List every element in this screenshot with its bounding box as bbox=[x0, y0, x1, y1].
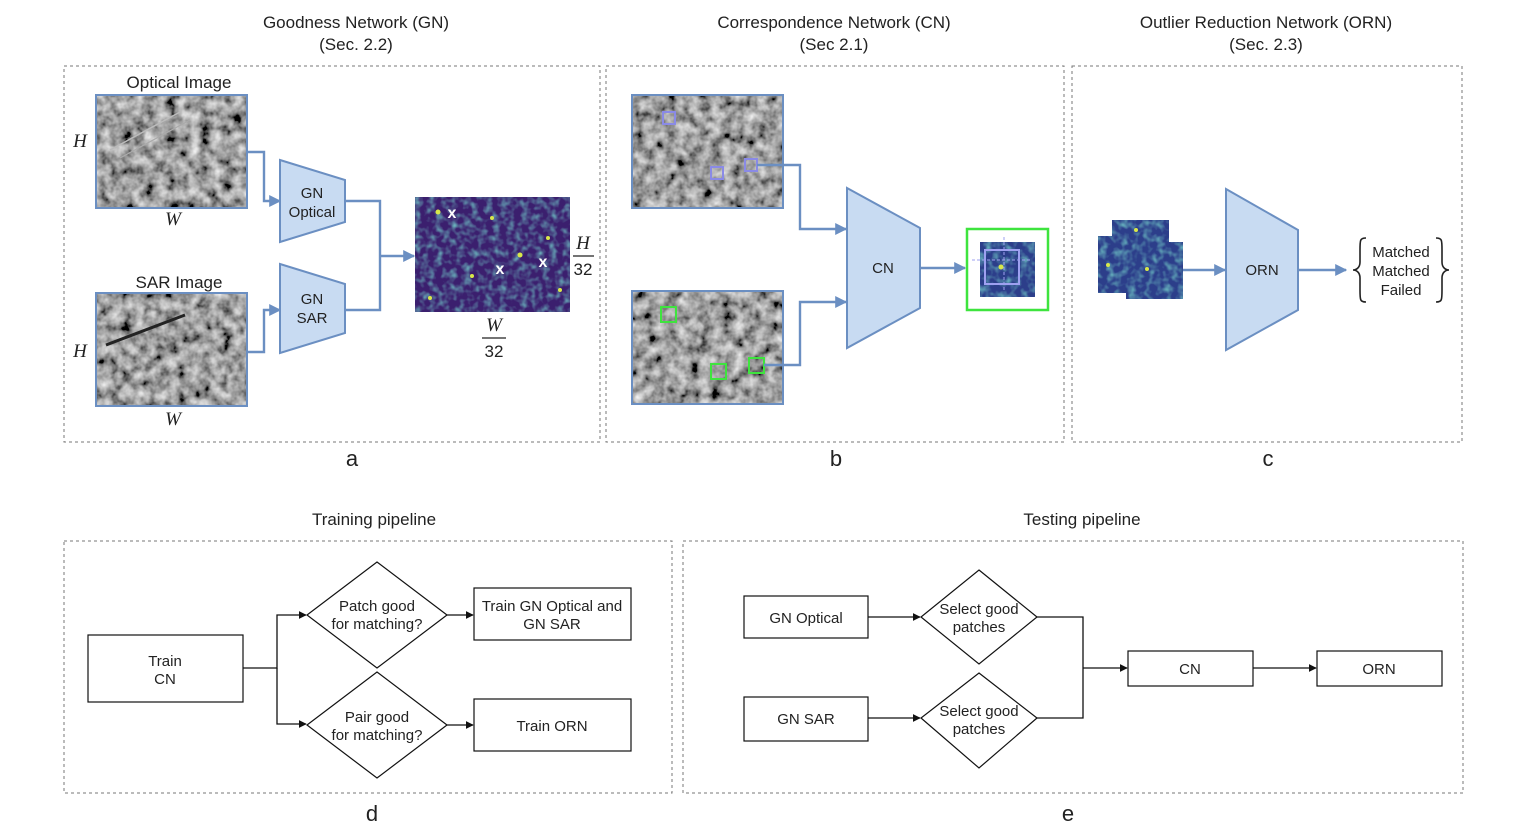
frac-w-numerator: W bbox=[486, 315, 504, 336]
green-patch-2 bbox=[710, 363, 727, 380]
orn-input-stack bbox=[1098, 220, 1183, 299]
output-left-brace bbox=[1352, 237, 1367, 303]
panel-e-caption: e bbox=[1062, 801, 1074, 826]
arrow-optical-to-gn bbox=[247, 150, 282, 207]
optical-image-label: Optical Image bbox=[127, 73, 232, 92]
decision1-line1: Patch good bbox=[339, 598, 415, 615]
train-gn-line1: Train GN Optical and bbox=[482, 598, 622, 615]
cn-label: CN bbox=[872, 260, 894, 277]
panel-d-frame bbox=[63, 540, 673, 794]
gn-optical-line1: GN bbox=[301, 185, 324, 202]
orn-output-1: Matched bbox=[1372, 244, 1430, 261]
frac-h-denominator: 32 bbox=[574, 260, 593, 279]
orn-label: ORN bbox=[1245, 262, 1278, 279]
test-orn-box bbox=[1316, 650, 1443, 687]
test-cn-box bbox=[1127, 650, 1254, 687]
select1-line2: patches bbox=[953, 619, 1006, 636]
decision-patch-good bbox=[306, 561, 448, 669]
line-train-cn-to-decision2 bbox=[276, 668, 307, 728]
select-patches-sar bbox=[920, 672, 1038, 769]
green-patch-1 bbox=[660, 306, 677, 323]
merge-line-gn bbox=[345, 199, 382, 312]
train-orn-box bbox=[473, 698, 632, 752]
purple-patch-2 bbox=[710, 166, 724, 180]
sar-image-label: SAR Image bbox=[136, 273, 223, 292]
decision2-line2: for matching? bbox=[332, 727, 423, 744]
decision1-line2: for matching? bbox=[332, 616, 423, 633]
frac-w-denominator: 32 bbox=[485, 342, 504, 361]
select2-line2: patches bbox=[953, 721, 1006, 738]
orn-trapezoid bbox=[1225, 187, 1299, 352]
select-patches-optical bbox=[920, 569, 1038, 665]
cn-optical-image bbox=[631, 94, 784, 209]
heatmap-marker-2: x bbox=[496, 261, 505, 278]
decision-pair-good bbox=[306, 671, 448, 779]
testing-pipeline-title: Testing pipeline bbox=[1023, 510, 1140, 529]
output-right-brace bbox=[1435, 237, 1450, 303]
train-cn-line1: Train bbox=[148, 653, 182, 670]
panel-d-caption: d bbox=[366, 801, 378, 826]
arrow-sar-to-gn bbox=[247, 304, 282, 354]
purple-patch-1 bbox=[662, 111, 676, 125]
test-gn-sar-label: GN SAR bbox=[777, 711, 835, 728]
decision2-line1: Pair good bbox=[345, 709, 409, 726]
arrow-sar-patch-to-cn bbox=[764, 296, 848, 367]
orn-output-3: Failed bbox=[1381, 282, 1422, 299]
panel-c-section: (Sec. 2.3) bbox=[1229, 35, 1303, 54]
gn-optical-line2: Optical bbox=[289, 204, 336, 221]
gn-sar-line2: SAR bbox=[297, 310, 328, 327]
merge-line-select bbox=[1037, 616, 1084, 719]
test-cn-label: CN bbox=[1179, 661, 1201, 678]
cn-trapezoid bbox=[846, 186, 921, 350]
goodness-heatmap: x x x bbox=[415, 197, 570, 312]
train-gn-line2: GN SAR bbox=[523, 616, 581, 633]
panel-a-section: (Sec. 2.2) bbox=[319, 35, 393, 54]
line-train-cn-to-decision1 bbox=[243, 611, 307, 669]
optical-w-symbol: W bbox=[165, 209, 183, 230]
train-cn-box bbox=[87, 634, 244, 703]
optical-image bbox=[95, 94, 248, 209]
panel-a-title: Goodness Network (GN) bbox=[263, 13, 449, 32]
training-pipeline-title: Training pipeline bbox=[312, 510, 436, 529]
test-gn-optical-label: GN Optical bbox=[769, 610, 842, 627]
panel-a-caption: a bbox=[346, 446, 359, 471]
cn-sar-image bbox=[631, 290, 784, 405]
gn-sar-trapezoid bbox=[279, 262, 346, 355]
orn-output-2: Matched bbox=[1372, 263, 1430, 280]
correspondence-output bbox=[965, 227, 1050, 312]
select1-line1: Select good bbox=[939, 601, 1018, 618]
optical-h-symbol: H bbox=[72, 131, 88, 152]
panel-e-frame bbox=[682, 540, 1464, 794]
select2-line1: Select good bbox=[939, 703, 1018, 720]
panel-b-frame bbox=[605, 65, 1065, 443]
panel-b-section: (Sec 2.1) bbox=[800, 35, 869, 54]
frac-h-numerator: H bbox=[575, 233, 591, 254]
sar-w-symbol: W bbox=[165, 409, 183, 430]
sar-h-symbol: H bbox=[72, 341, 88, 362]
panel-c-caption: c bbox=[1263, 446, 1274, 471]
train-orn-label: Train ORN bbox=[516, 718, 587, 735]
train-gn-box bbox=[473, 587, 632, 641]
arrow-optical-patch-to-cn bbox=[757, 163, 848, 235]
test-orn-label: ORN bbox=[1362, 661, 1395, 678]
test-gn-optical-box bbox=[743, 595, 869, 639]
train-cn-line2: CN bbox=[154, 671, 176, 688]
panel-c-title: Outlier Reduction Network (ORN) bbox=[1140, 13, 1392, 32]
panel-b-caption: b bbox=[830, 446, 842, 471]
heatmap-marker-1: x bbox=[448, 205, 457, 222]
gn-optical-trapezoid bbox=[279, 158, 346, 244]
gn-sar-line1: GN bbox=[301, 291, 324, 308]
panel-c-frame bbox=[1071, 65, 1463, 443]
test-gn-sar-box bbox=[743, 696, 869, 742]
sar-image bbox=[95, 292, 248, 407]
heatmap-marker-3: x bbox=[539, 254, 548, 271]
panel-b-title: Correspondence Network (CN) bbox=[717, 13, 950, 32]
